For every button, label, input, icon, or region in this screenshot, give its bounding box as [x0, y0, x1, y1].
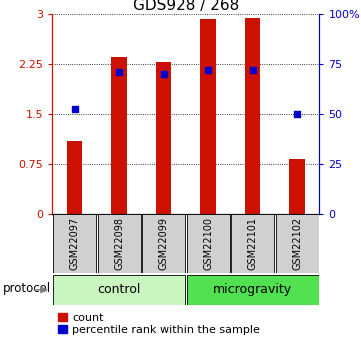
Bar: [142, 214, 185, 273]
Bar: [67, 140, 82, 214]
Bar: [290, 159, 305, 214]
Text: GSM22099: GSM22099: [158, 217, 169, 270]
Bar: [53, 214, 96, 273]
Title: GDS928 / 268: GDS928 / 268: [133, 0, 239, 13]
Text: microgravity: microgravity: [213, 283, 292, 296]
Bar: [200, 19, 216, 214]
Point: [161, 71, 166, 77]
Text: control: control: [97, 283, 141, 296]
Text: GSM22101: GSM22101: [248, 217, 258, 270]
Point: [72, 106, 78, 112]
Bar: [156, 62, 171, 214]
Text: GSM22097: GSM22097: [70, 217, 80, 270]
Bar: [276, 214, 319, 273]
Bar: [245, 19, 261, 214]
Point: [116, 70, 122, 75]
Text: GSM22098: GSM22098: [114, 217, 124, 270]
Bar: [111, 57, 127, 214]
Bar: [231, 214, 274, 273]
Text: protocol: protocol: [3, 282, 51, 295]
Bar: [187, 275, 319, 305]
Legend: count, percentile rank within the sample: count, percentile rank within the sample: [58, 313, 260, 335]
Bar: [53, 275, 185, 305]
Text: GSM22102: GSM22102: [292, 217, 302, 270]
Text: GSM22100: GSM22100: [203, 217, 213, 270]
Bar: [187, 214, 230, 273]
Point: [205, 68, 211, 73]
Point: [294, 111, 300, 117]
Point: [250, 68, 256, 73]
Bar: [98, 214, 140, 273]
